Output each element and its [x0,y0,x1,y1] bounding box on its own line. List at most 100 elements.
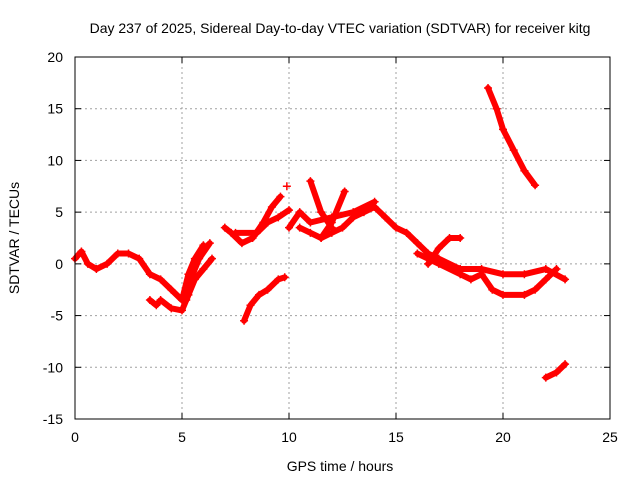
data-point [531,181,540,190]
data-point [520,290,529,299]
y-tick-label: -15 [43,411,63,427]
data-point [205,239,214,248]
data-point [306,177,315,186]
data-point [327,213,336,222]
series-arc-11 [285,197,379,232]
chart-title: Day 237 of 2025, Sidereal Day-to-day VTE… [90,20,591,36]
data-point [156,275,165,284]
series-line [425,235,464,267]
data-point [552,265,561,274]
data-point [145,296,154,305]
x-tick-label: 15 [388,429,404,445]
data-point [92,265,101,274]
data-point [274,213,283,222]
data-point [561,360,570,369]
data-point [267,202,276,211]
data-point [252,228,261,237]
data-point [499,290,507,299]
grid-lines [75,57,610,419]
series-arc-1 [71,241,208,305]
data-point [402,228,411,237]
data-point [231,228,240,237]
data-point [349,208,358,217]
data-point [282,182,291,191]
data-point [531,285,540,294]
x-tick-label: 0 [71,429,79,445]
data-point [434,244,443,253]
series-arc-10 [317,187,349,242]
data-point [466,275,475,284]
data-point [306,218,315,227]
data-point [124,249,133,258]
y-tick-label: 5 [55,204,63,220]
series-line [183,255,215,304]
plot-area [71,84,570,382]
data-point [509,146,518,155]
data-point [541,265,550,274]
data-point [392,223,400,232]
data-point [370,197,379,206]
data-point [541,275,550,284]
y-tick-label: 20 [47,49,63,65]
data-point [552,368,561,377]
series-arc-6 [240,273,289,325]
data-point [285,206,293,215]
axis-ticks: 0 5 10 15 20 25 -15 -10 -5 0 5 10 15 20 [43,49,618,445]
data-point [456,270,465,279]
series-arc-7 [282,182,291,191]
data-point [135,254,144,263]
y-tick-label: 0 [55,256,63,272]
y-tick-label: 15 [47,101,63,117]
data-point [103,259,112,268]
data-point [195,254,204,263]
data-point [413,249,422,258]
data-point [520,166,529,175]
data-point [285,223,293,232]
data-point [541,373,550,382]
data-point [484,84,493,93]
series-line [485,85,539,189]
series-line [296,203,569,283]
x-axis-label: GPS time / hours [287,458,394,474]
y-tick-label: -5 [51,308,64,324]
plot-border [74,56,611,420]
y-tick-label: 10 [47,152,63,168]
x-tick-label: 25 [602,429,618,445]
data-point [178,306,186,315]
data-point [424,259,433,268]
data-point [456,234,465,242]
data-point [520,270,529,279]
data-point [492,104,501,113]
series-line [241,274,288,324]
data-point [317,208,326,217]
data-point [263,218,272,227]
data-point [182,296,191,305]
series-arc-12 [413,249,561,299]
data-point [113,249,122,258]
x-tick-label: 10 [281,429,297,445]
data-point [167,304,176,313]
data-point [83,259,92,268]
series-arc-14 [484,84,540,190]
data-point [306,228,315,237]
series-arc-3 [182,254,216,305]
series-arc-15 [541,360,570,382]
data-point [499,270,507,279]
series-arc-5 [231,206,293,237]
data-point [199,265,208,274]
data-point [413,239,422,248]
data-point [167,285,176,294]
data-point [280,273,289,282]
data-point [295,208,304,217]
data-point [317,234,326,242]
data-point [561,275,570,284]
data-point [77,247,86,256]
data-point [255,290,264,299]
data-point [207,254,216,263]
data-point [145,270,154,279]
data-point [156,296,165,305]
data-point [499,125,507,134]
data-point [246,301,255,310]
x-tick-label: 20 [495,429,511,445]
